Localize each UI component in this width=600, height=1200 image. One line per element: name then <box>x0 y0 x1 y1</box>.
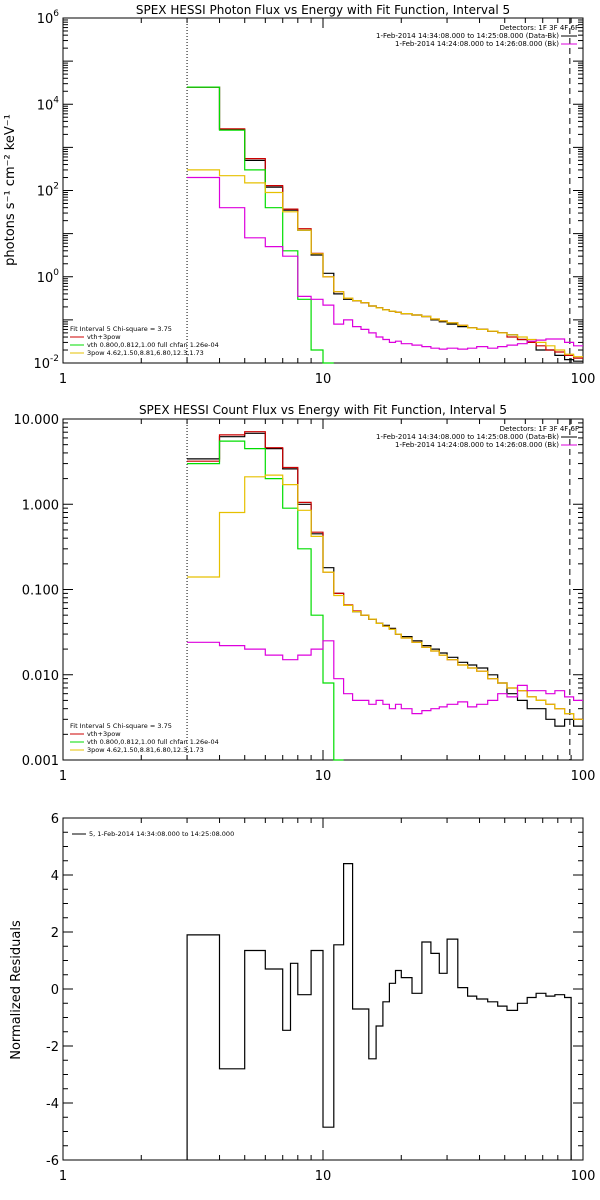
legend-left: Fit Interval 5 Chi-square = 3.75 vth+3po… <box>70 325 219 357</box>
y-axis-label: Normalized Residuals <box>9 920 24 1060</box>
series-group <box>187 431 583 761</box>
y-ticks: 10-2 100 102 104 106 <box>33 9 583 372</box>
y-axis-label: photons s⁻¹ cm⁻² keV⁻¹ <box>3 114 18 266</box>
y-tick-label: 100 <box>37 268 60 286</box>
legend-detectors: Detectors: 1F 3F 4F 6F <box>500 24 579 32</box>
count-flux-panel: SPEX HESSI Count Flux vs Energy with Fit… <box>14 403 596 784</box>
legend-label-vth3pow: vth+3pow <box>87 333 121 341</box>
series-3pow <box>187 474 583 720</box>
y-tick-label: 0.001 <box>22 754 59 769</box>
y-tick-label: -6 <box>46 1154 59 1169</box>
legend-data-interval: 1-Feb-2014 14:34:08.000 to 14:25:08.000 … <box>376 32 559 40</box>
series-vth <box>187 440 344 761</box>
legend-right: Detectors: 1F 3F 4F 6F 1-Feb-2014 14:34:… <box>376 425 579 449</box>
legend-data-interval: 1-Feb-2014 14:34:08.000 to 14:25:08.000 … <box>376 433 559 441</box>
y-tick-label: 102 <box>37 182 59 200</box>
y-tick-label: 106 <box>37 9 60 27</box>
y-tick-label: 104 <box>37 95 60 113</box>
legend-left: 5, 1-Feb-2014 14:34:08.000 to 14:25:08.0… <box>72 830 234 838</box>
legend-fit-header: Fit Interval 5 Chi-square = 3.75 <box>70 325 172 333</box>
y-ticks: 0.001 0.010 0.100 1.000 10.000 <box>14 413 583 769</box>
y-tick-label: 6 <box>51 812 59 827</box>
legend-label-vth: vth 0.800,0.812,1.00 full chfan 1.26e-04 <box>87 341 219 349</box>
x-tick-label: 10 <box>315 372 332 387</box>
y-tick-label: 0 <box>51 983 59 998</box>
series-group <box>186 863 572 1160</box>
x-tick-label: 1 <box>59 769 67 784</box>
y-tick-label: -4 <box>46 1097 59 1112</box>
legend-left: Fit Interval 5 Chi-square = 3.75 vth+3po… <box>70 722 219 754</box>
legend-bk-interval: 1-Feb-2014 14:24:08.000 to 14:26:08.000 … <box>395 441 559 449</box>
legend-label-vth: vth 0.800,0.812,1.00 full chfan 1.26e-04 <box>87 738 219 746</box>
plot-frame <box>62 17 584 364</box>
series-vth-3pow <box>187 86 583 359</box>
legend-label-residuals: 5, 1-Feb-2014 14:34:08.000 to 14:25:08.0… <box>89 830 234 838</box>
y-tick-label: 0.010 <box>22 669 59 684</box>
legend-fit-header: Fit Interval 5 Chi-square = 3.75 <box>70 722 172 730</box>
y-tick-label: 2 <box>51 926 59 941</box>
x-tick-label: 10 <box>315 769 332 784</box>
series-group <box>187 86 583 364</box>
x-tick-label: 100 <box>571 769 596 784</box>
y-tick-label: 10.000 <box>14 413 60 428</box>
x-tick-label: 100 <box>571 372 596 387</box>
legend-label-3pow: 3pow 4.62,1.50,8.81,6.80,12.3,1.73 <box>87 349 204 357</box>
series-3pow <box>187 169 583 358</box>
legend-label-3pow: 3pow 4.62,1.50,8.81,6.80,12.3,1.73 <box>87 746 204 754</box>
series-vth <box>187 86 334 364</box>
y-tick-label: 10-2 <box>33 354 59 372</box>
y-ticks: -6 -4 -2 0 2 4 6 <box>46 812 583 1169</box>
series-data-bk <box>187 86 583 362</box>
series-bk <box>187 640 583 715</box>
legend-bk-interval: 1-Feb-2014 14:24:08.000 to 14:26:08.000 … <box>395 40 559 48</box>
x-tick-label: 100 <box>571 1169 596 1184</box>
photon-flux-panel: SPEX HESSI Photon Flux vs Energy with Fi… <box>3 3 595 387</box>
energy-range-lines <box>186 18 571 363</box>
series-vth-3pow <box>187 431 583 720</box>
energy-range-lines <box>186 419 571 760</box>
residuals-panel: Normalized Residuals 1 10 100 -6 -4 -2 0 2 4 6 5… <box>9 812 595 1184</box>
panel-title: SPEX HESSI Count Flux vs Energy with Fit… <box>139 403 507 417</box>
y-tick-label: -2 <box>46 1040 59 1055</box>
legend-right: Detectors: 1F 3F 4F 6F 1-Feb-2014 14:34:… <box>376 24 579 48</box>
x-tick-label: 1 <box>59 1169 67 1184</box>
y-tick-label: 0.100 <box>22 584 59 599</box>
x-tick-label: 1 <box>59 372 67 387</box>
legend-label-vth3pow: vth+3pow <box>87 730 121 738</box>
panel-title: SPEX HESSI Photon Flux vs Energy with Fi… <box>136 3 510 17</box>
plot-frame <box>62 418 584 761</box>
series-bk <box>187 176 583 350</box>
series-residuals <box>186 863 572 1160</box>
x-ticks: 1 10 100 <box>59 818 596 1184</box>
y-tick-label: 1.000 <box>22 498 59 513</box>
legend-detectors: Detectors: 1F 3F 4F 6F <box>500 425 579 433</box>
x-tick-label: 10 <box>315 1169 332 1184</box>
x-ticks: 1 10 100 <box>59 419 596 784</box>
y-tick-label: 4 <box>51 869 59 884</box>
